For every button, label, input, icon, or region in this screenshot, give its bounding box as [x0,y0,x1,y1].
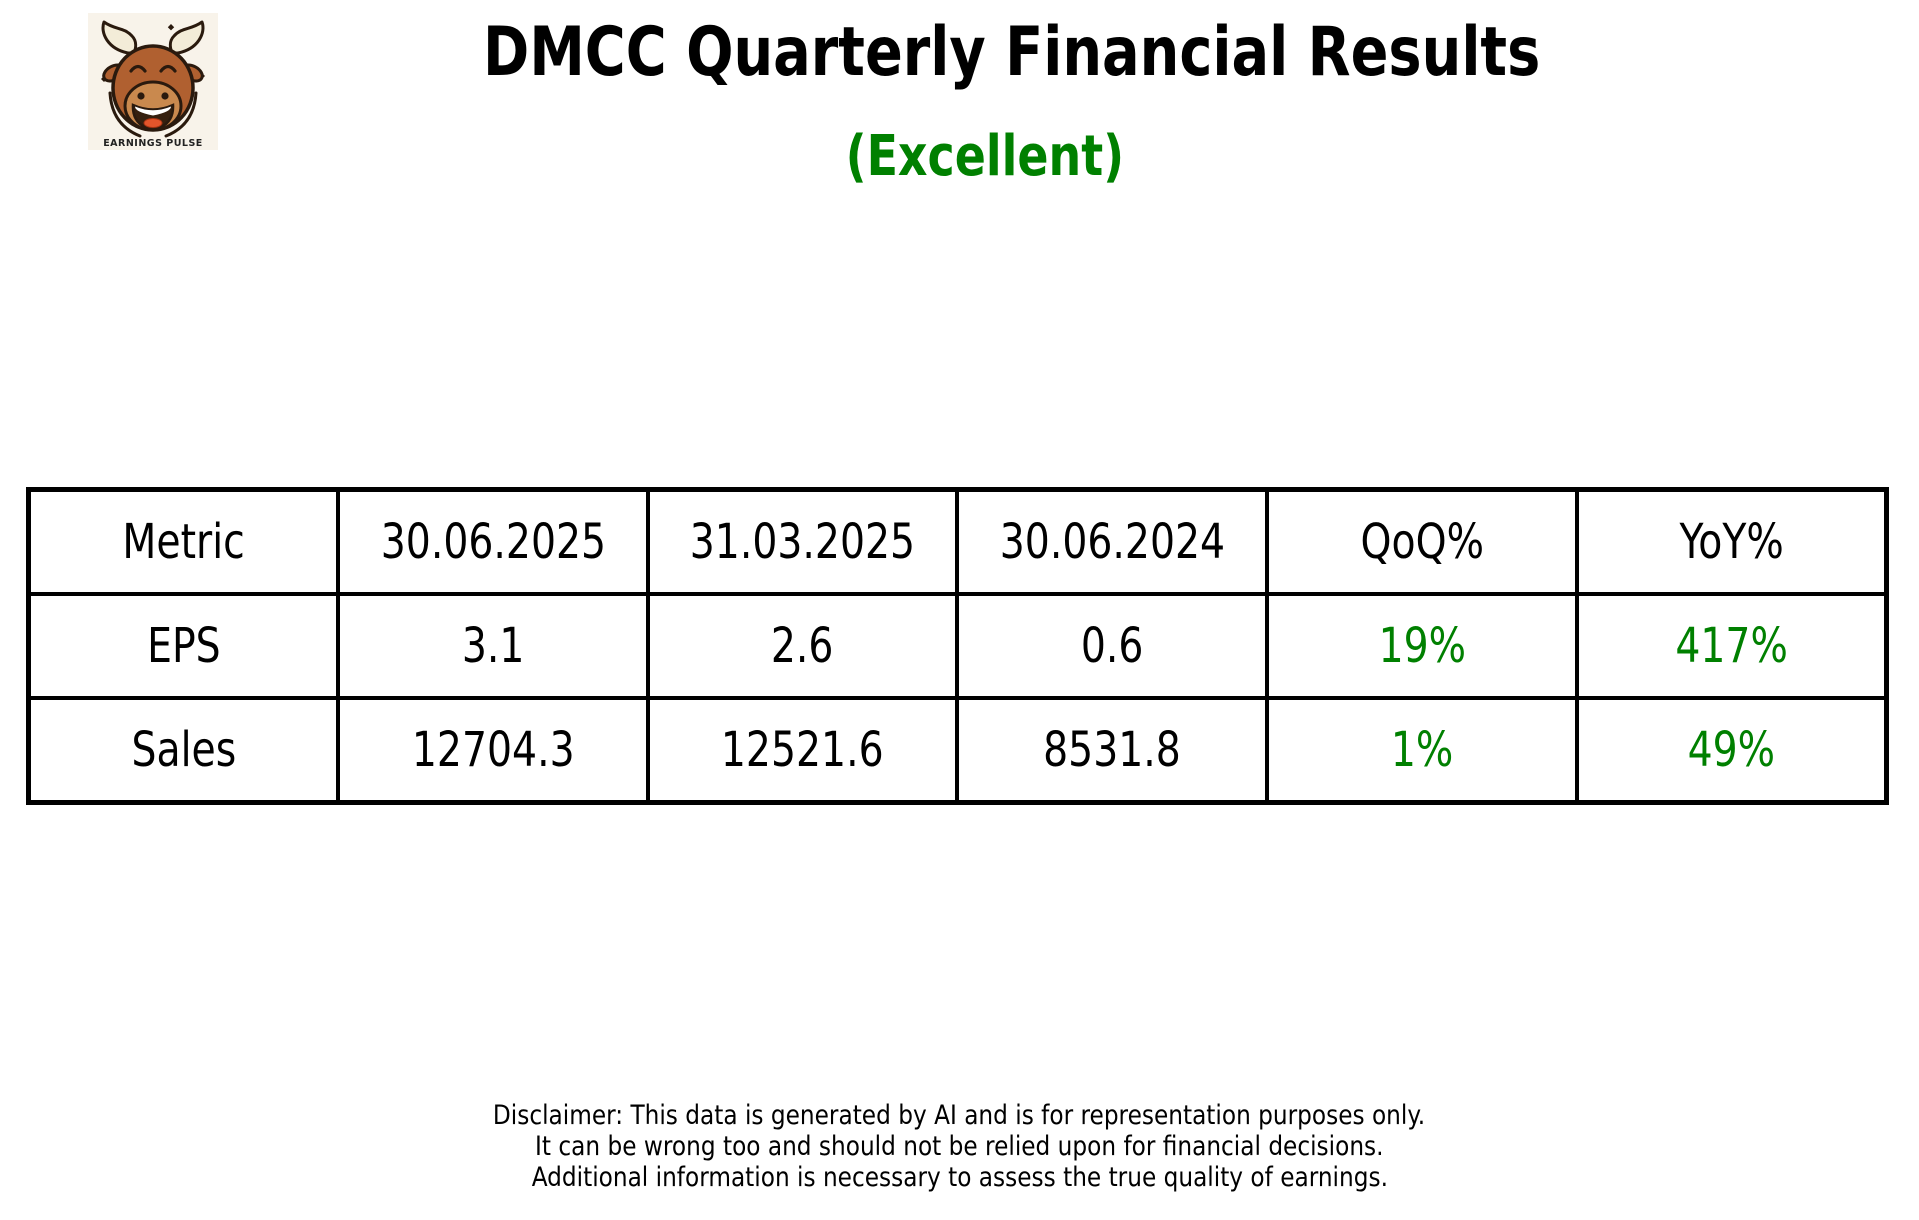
column-header-yoy: YoY% [1574,487,1889,596]
table-header-row: Metric 30.06.2025 31.03.2025 30.06.2024 … [26,487,1889,596]
metric-name: Sales [131,722,236,778]
disclaimer: Disclaimer: This data is generated by AI… [0,1100,1919,1193]
metric-name-cell: Sales [26,696,341,805]
disclaimer-line: Disclaimer: This data is generated by AI… [0,1100,1919,1131]
column-header-year-ago-quarter: 30.06.2024 [955,487,1270,596]
bull-tongue [143,118,163,128]
verdict-text: (Excellent) [845,124,1124,189]
disclaimer-text: It can be wrong too and should not be re… [535,1131,1384,1162]
disclaimer-text: Disclaimer: This data is generated by AI… [493,1100,1426,1131]
bull-horn [101,20,138,55]
cell-value: 12704.3 [411,722,575,778]
page-title-text: DMCC Quarterly Financial Results [483,13,1541,92]
bull-teeth [135,106,171,116]
eps-current-cell: 3.1 [336,592,650,700]
verdict-subtitle: (Excellent) [50,126,1919,188]
sales-year-ago-cell: 8531.8 [955,696,1270,805]
column-header-label: YoY% [1679,514,1784,570]
column-header-label: 30.06.2024 [999,514,1225,570]
sales-previous-cell: 12521.6 [645,696,960,805]
logo-frame-arc [164,91,198,138]
brand-logo: EARNINGS PULSE [88,13,218,150]
column-header-metric: Metric [26,487,341,596]
cell-value: 2.6 [771,618,834,674]
cell-value-positive: 1% [1390,722,1454,778]
bull-eye [159,64,177,73]
column-header-label: 31.03.2025 [689,514,916,570]
sales-yoy-cell: 49% [1574,696,1889,805]
cell-value: 8531.8 [1043,722,1182,778]
column-header-previous-quarter: 31.03.2025 [645,487,960,596]
page-title: DMCC Quarterly Financial Results [105,13,1919,92]
eps-qoq-cell: 19% [1265,592,1579,700]
bull-eye [129,64,147,73]
disclaimer-line: Additional information is necessary to a… [0,1162,1919,1193]
logo-frame-arc [108,91,142,138]
cell-value: 0.6 [1080,618,1144,674]
column-header-current-quarter: 30.06.2025 [336,487,650,596]
metric-name: EPS [146,618,221,674]
eps-previous-cell: 2.6 [645,592,960,700]
sales-qoq-cell: 1% [1265,696,1579,805]
disclaimer-text: Additional information is necessary to a… [531,1162,1388,1193]
cell-value-positive: 49% [1687,722,1776,778]
table-row-sales: Sales 12704.3 12521.6 8531.8 1% 49% [26,696,1889,805]
column-header-label: QoQ% [1360,514,1484,570]
bull-horn [168,20,205,55]
cell-value: 12521.6 [721,722,885,778]
column-header-label: Metric [122,514,245,570]
table-row-eps: EPS 3.1 2.6 0.6 19% 417% [26,592,1889,700]
cell-value: 3.1 [461,618,525,674]
cell-value-positive: 19% [1378,618,1466,674]
bull-nostril [137,92,145,100]
sales-current-cell: 12704.3 [336,696,650,805]
disclaimer-line: It can be wrong too and should not be re… [0,1131,1919,1162]
metric-name-cell: EPS [26,592,341,700]
eps-yoy-cell: 417% [1574,592,1889,700]
bull-mascot-icon: EARNINGS PULSE [88,13,218,150]
column-header-label: 30.06.2025 [380,514,606,570]
eps-year-ago-cell: 0.6 [955,592,1270,700]
bull-nostril [161,92,169,100]
cell-value-positive: 417% [1675,618,1788,674]
column-header-qoq: QoQ% [1265,487,1579,596]
brand-name: EARNINGS PULSE [103,138,203,149]
financial-results-table: Metric 30.06.2025 31.03.2025 30.06.2024 … [26,487,1889,805]
